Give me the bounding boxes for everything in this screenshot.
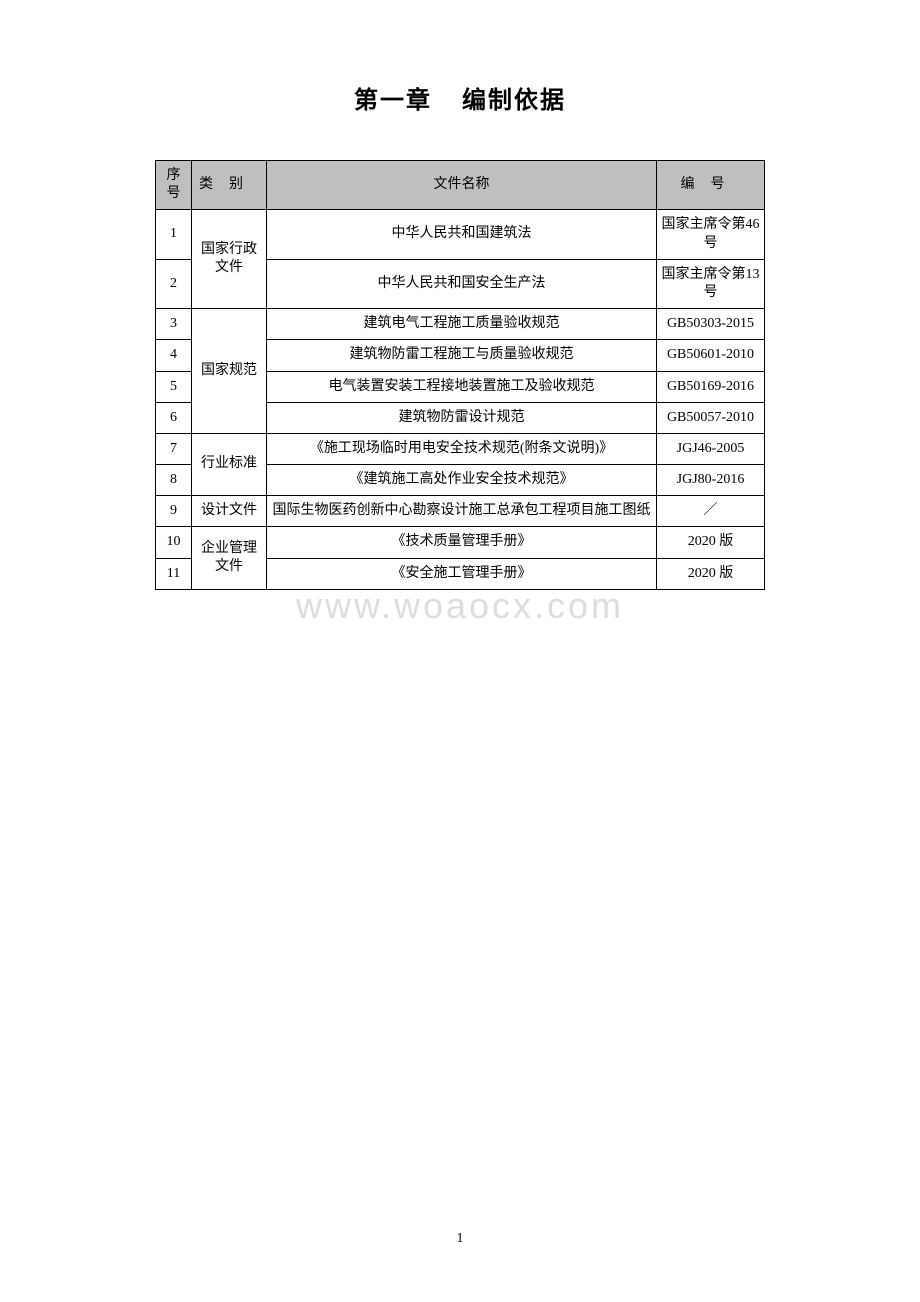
header-category: 类别 [192,161,267,210]
cell-code: ／ [657,496,765,527]
cell-category: 国家行政文件 [192,210,267,309]
cell-seq: 1 [156,210,192,259]
cell-code: GB50057-2010 [657,402,765,433]
table-row: 1 国家行政文件 中华人民共和国建筑法 国家主席令第46 号 [156,210,765,259]
table-row: 7 行业标准 《施工现场临时用电安全技术规范(附条文说明)》 JGJ46-200… [156,433,765,464]
cell-filename: 建筑物防雷工程施工与质量验收规范 [267,340,657,371]
cell-filename: 建筑物防雷设计规范 [267,402,657,433]
cell-filename: 建筑电气工程施工质量验收规范 [267,309,657,340]
table-row: 9 设计文件 国际生物医药创新中心勘察设计施工总承包工程项目施工图纸 ／ [156,496,765,527]
table-row: 3 国家规范 建筑电气工程施工质量验收规范 GB50303-2015 [156,309,765,340]
cell-seq: 2 [156,259,192,308]
cell-filename: 电气装置安装工程接地装置施工及验收规范 [267,371,657,402]
cell-code: GB50303-2015 [657,309,765,340]
cell-category: 企业管理文件 [192,527,267,589]
cell-code: GB50169-2016 [657,371,765,402]
cell-filename: 国际生物医药创新中心勘察设计施工总承包工程项目施工图纸 [267,496,657,527]
cell-seq: 3 [156,309,192,340]
cell-filename: 《建筑施工高处作业安全技术规范》 [267,465,657,496]
cell-category: 行业标准 [192,433,267,495]
cell-code: JGJ46-2005 [657,433,765,464]
cell-filename: 《技术质量管理手册》 [267,527,657,558]
cell-seq: 7 [156,433,192,464]
cell-category: 国家规范 [192,309,267,434]
cell-filename: 中华人民共和国安全生产法 [267,259,657,308]
header-code: 编号 [657,161,765,210]
table-row: 10 企业管理文件 《技术质量管理手册》 2020 版 [156,527,765,558]
header-seq: 序号 [156,161,192,210]
chapter-name: 编制依据 [462,87,566,114]
cell-seq: 9 [156,496,192,527]
chapter-title: 第一章 编制依据 [155,80,765,115]
chapter-number: 第一章 [354,87,432,114]
cell-seq: 8 [156,465,192,496]
cell-seq: 5 [156,371,192,402]
cell-code: 国家主席令第13 号 [657,259,765,308]
cell-seq: 11 [156,558,192,589]
cell-code: GB50601-2010 [657,340,765,371]
cell-seq: 6 [156,402,192,433]
cell-code: 2020 版 [657,558,765,589]
cell-seq: 10 [156,527,192,558]
cell-code: 国家主席令第46 号 [657,210,765,259]
header-filename: 文件名称 [267,161,657,210]
table-header-row: 序号 类别 文件名称 编号 [156,161,765,210]
cell-category: 设计文件 [192,496,267,527]
cell-code: 2020 版 [657,527,765,558]
cell-filename: 中华人民共和国建筑法 [267,210,657,259]
cell-filename: 《安全施工管理手册》 [267,558,657,589]
page-number: 1 [0,1231,920,1247]
cell-code: JGJ80-2016 [657,465,765,496]
watermark-text: www.woaocx.com [0,585,920,627]
basis-table: 序号 类别 文件名称 编号 1 国家行政文件 中华人民共和国建筑法 国家主席令第… [155,160,765,590]
cell-seq: 4 [156,340,192,371]
cell-filename: 《施工现场临时用电安全技术规范(附条文说明)》 [267,433,657,464]
